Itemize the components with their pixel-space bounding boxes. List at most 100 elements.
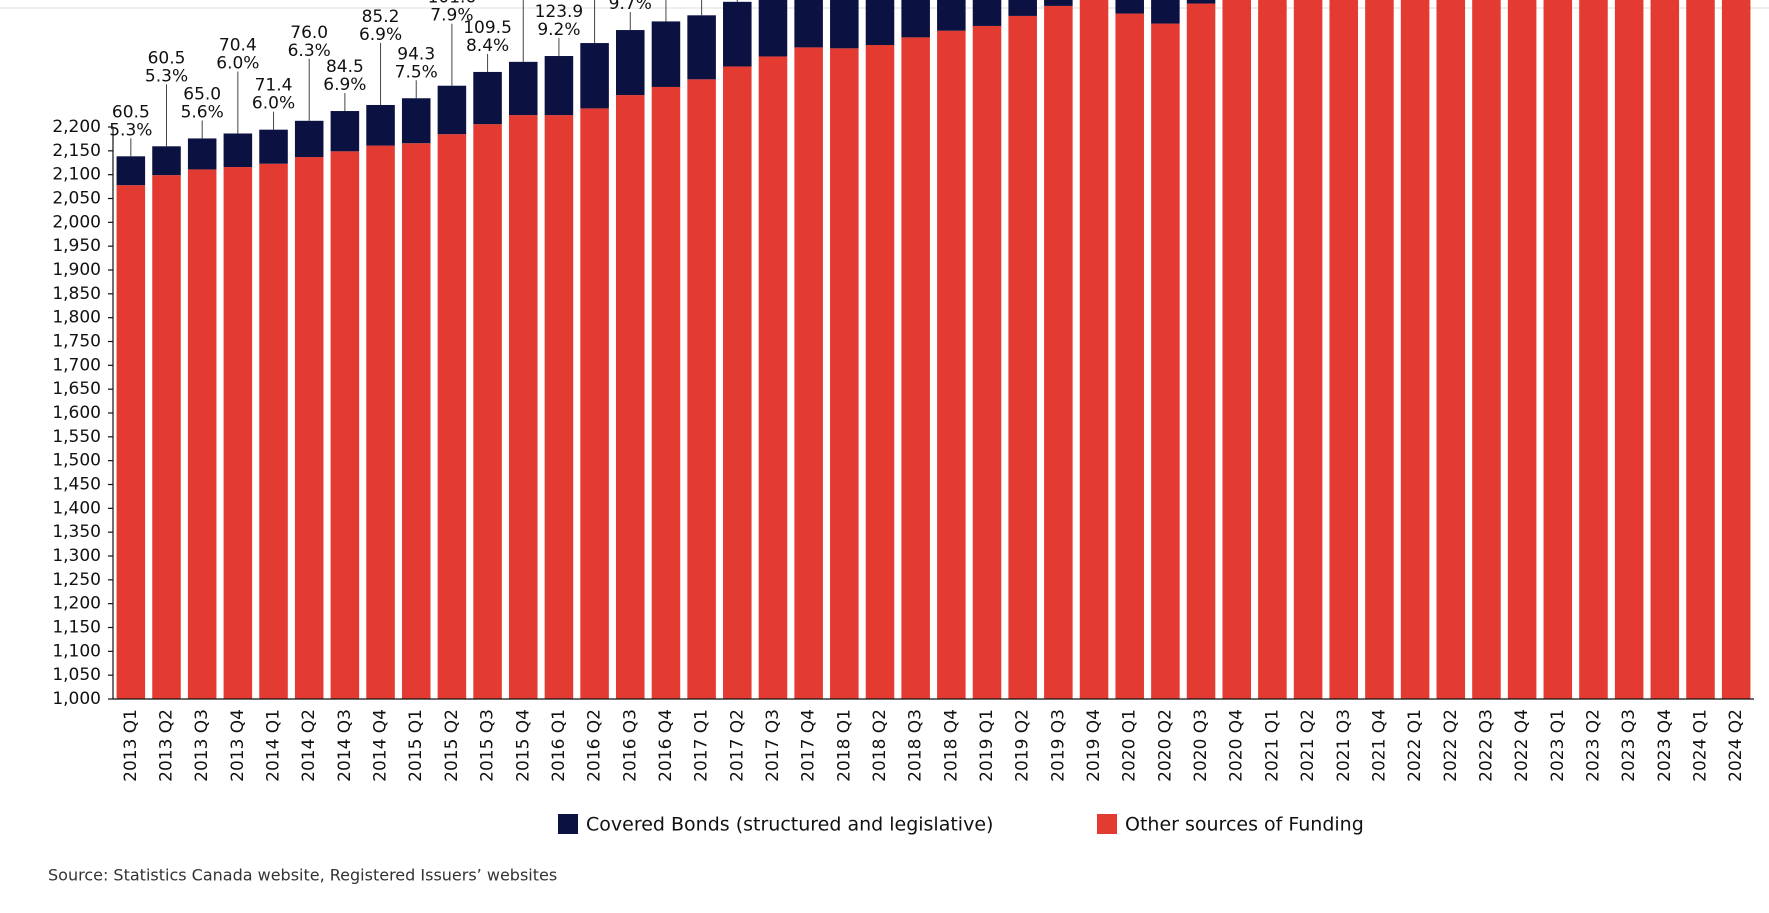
- bar-segment: [1436, 0, 1466, 699]
- x-tick-label: 2021 Q1: [1262, 709, 1282, 782]
- x-tick-label: 2017 Q1: [692, 709, 712, 782]
- x-tick-label: 2018 Q3: [906, 709, 926, 782]
- x-tick-label: 2017 Q2: [727, 709, 747, 782]
- x-tick-label: 2015 Q4: [513, 709, 533, 782]
- x-tick-label: 2021 Q2: [1298, 709, 1318, 782]
- bar-segment: [1222, 0, 1251, 699]
- y-tick-label: 1,700: [52, 355, 101, 375]
- x-tick-label: 2022 Q4: [1512, 709, 1532, 782]
- x-tick-label: 2014 Q2: [299, 709, 319, 782]
- y-tick-label: 1,500: [52, 451, 101, 471]
- bar-segment: [687, 15, 716, 80]
- bar-segment: [1115, 13, 1144, 699]
- bar-segment: [223, 133, 253, 168]
- legend-swatch: [558, 814, 578, 834]
- bar-segment: [723, 66, 752, 700]
- x-tick-label: 2023 Q1: [1548, 709, 1568, 782]
- x-tick-label: 2015 Q1: [406, 709, 426, 782]
- bar-segment: [1507, 0, 1537, 700]
- bar-segment: [1008, 15, 1037, 700]
- bar-segment: [437, 85, 467, 135]
- x-tick-label: 2023 Q4: [1655, 709, 1675, 782]
- bar-segment: [901, 0, 930, 38]
- bar-segment: [794, 47, 823, 699]
- bar-segment: [187, 169, 217, 699]
- data-label: 84.5: [326, 57, 364, 77]
- x-tick-label: 2016 Q4: [656, 709, 676, 782]
- x-tick-label: 2024 Q1: [1690, 709, 1710, 782]
- bar-segment: [544, 115, 574, 700]
- data-label: 70.4: [219, 35, 257, 55]
- bar-segment: [1686, 0, 1715, 699]
- bar-segment: [616, 95, 645, 699]
- x-tick-label: 2024 Q2: [1726, 709, 1746, 782]
- y-tick-label: 1,200: [52, 594, 101, 614]
- y-tick-label: 1,750: [52, 332, 101, 352]
- bar-segment: [1079, 0, 1109, 699]
- bar-segment: [1151, 23, 1180, 699]
- bar-segment: [1614, 0, 1644, 700]
- percent-label: 7.5%: [395, 62, 438, 82]
- bar-segment: [1186, 3, 1216, 699]
- data-label: 94.3: [397, 44, 435, 64]
- x-tick-label: 2017 Q3: [763, 709, 783, 782]
- data-label: 109.5: [463, 18, 512, 38]
- x-tick-label: 2019 Q1: [977, 709, 997, 782]
- x-tick-label: 2014 Q1: [264, 709, 284, 782]
- y-tick-label: 1,550: [52, 427, 101, 447]
- bar-segment: [830, 48, 859, 700]
- x-tick-label: 2020 Q2: [1155, 709, 1175, 782]
- data-label: 65.0: [183, 84, 221, 104]
- x-tick-label: 2014 Q4: [371, 709, 391, 782]
- x-tick-label: 2020 Q4: [1227, 709, 1247, 782]
- bar-segment: [187, 138, 217, 170]
- bar-segment: [1293, 0, 1323, 699]
- x-tick-label: 2019 Q2: [1013, 709, 1033, 782]
- x-tick-label: 2016 Q1: [549, 709, 569, 782]
- y-tick-label: 1,100: [52, 641, 101, 661]
- bar-segment: [116, 156, 146, 186]
- bar-segment: [259, 129, 288, 164]
- x-tick-label: 2013 Q3: [192, 709, 212, 782]
- x-tick-label: 2019 Q3: [1048, 709, 1068, 782]
- percent-label: 6.3%: [288, 41, 331, 61]
- percent-label: 8.4%: [502, 0, 545, 2]
- bar-segment: [152, 146, 181, 176]
- data-label: 123.9: [535, 2, 584, 22]
- x-tick-label: 2015 Q3: [478, 709, 498, 782]
- bar-segment: [937, 30, 966, 700]
- bar-segment: [1115, 0, 1144, 14]
- data-label: 60.5: [148, 48, 186, 68]
- bar-segment: [616, 30, 645, 96]
- percent-label: 5.3%: [145, 66, 188, 86]
- bar-segment: [116, 185, 146, 700]
- bar-segment: [473, 71, 502, 125]
- bar-segment: [223, 167, 253, 700]
- bar-segment: [651, 86, 681, 699]
- x-tick-label: 2021 Q3: [1334, 709, 1354, 782]
- legend-label: Other sources of Funding: [1125, 814, 1364, 836]
- y-tick-label: 1,150: [52, 618, 101, 638]
- y-tick-label: 1,650: [52, 379, 101, 399]
- legend-swatch: [1097, 814, 1117, 834]
- bar-segment: [401, 143, 431, 699]
- x-tick-label: 2020 Q1: [1120, 709, 1140, 782]
- x-tick-label: 2022 Q2: [1441, 709, 1461, 782]
- bar-segment: [437, 134, 467, 699]
- bar-segment: [1400, 0, 1430, 700]
- bar-segment: [937, 0, 966, 31]
- data-label: 76.0: [290, 23, 328, 43]
- percent-label: 6.9%: [359, 25, 402, 45]
- bar-segment: [794, 0, 823, 48]
- bar-segment: [865, 0, 895, 46]
- x-tick-label: 2013 Q2: [157, 709, 177, 782]
- percent-label: 5.3%: [109, 120, 152, 140]
- bar-segment: [259, 163, 288, 699]
- x-tick-label: 2020 Q3: [1191, 709, 1211, 782]
- x-tick-label: 2022 Q1: [1405, 709, 1425, 782]
- y-tick-label: 2,000: [52, 212, 101, 232]
- y-tick-label: 1,250: [52, 570, 101, 590]
- bar-segment: [330, 111, 360, 152]
- y-tick-label: 1,600: [52, 403, 101, 423]
